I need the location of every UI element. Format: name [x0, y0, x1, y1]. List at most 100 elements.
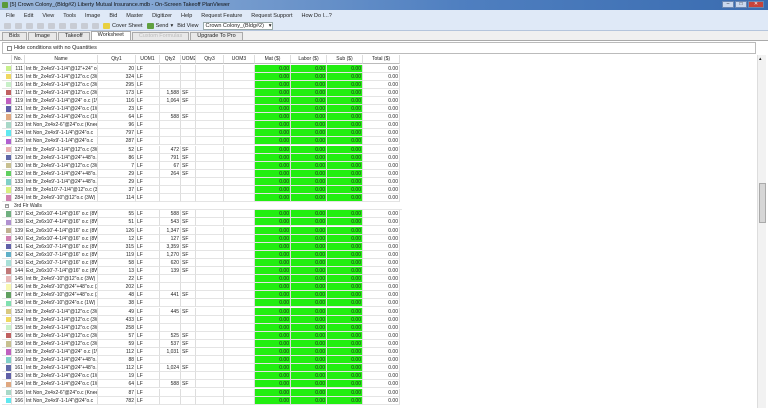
open-icon[interactable] — [15, 22, 22, 29]
scrollbar-thumb[interactable] — [759, 183, 766, 223]
vertical-scrollbar[interactable]: ▴ — [757, 55, 766, 408]
close-button[interactable]: ✕ — [748, 1, 764, 8]
cover-sheet-button[interactable]: Cover Sheet — [103, 22, 143, 29]
qty2-cell: 1,347 — [160, 226, 181, 235]
table-row[interactable]: 141 Ext_2x6x10'-7-1/4"@16" o.c (8W) 315 LF 3… — [2, 242, 402, 251]
bid-view-select[interactable]: Crown Colony_(Bldg#2) ▾ — [202, 21, 273, 30]
column-header-total[interactable]: Total ($) — [363, 55, 400, 64]
paste-icon[interactable] — [70, 22, 77, 29]
menu-item-edit[interactable]: Edit — [23, 12, 34, 19]
table-row[interactable]: 125 Int Non_2x4x9'-1-1/4"@24"o.c 287 LF 0.00… — [2, 137, 402, 146]
column-header-no[interactable]: No. — [12, 55, 25, 64]
column-header-qty3[interactable]: Qty3 — [196, 55, 224, 64]
menu-item-tools[interactable]: Tools — [63, 12, 77, 19]
menu-item-digitizer[interactable]: Digitizer — [152, 12, 172, 19]
undo-icon[interactable] — [81, 22, 88, 29]
qty2-cell: 1,270 — [160, 250, 181, 259]
hide-conditions-checkbox[interactable] — [7, 45, 12, 51]
qty3-cell — [196, 307, 224, 316]
column-header-labor[interactable]: Labor ($) — [291, 55, 327, 64]
print-preview-icon[interactable] — [37, 22, 44, 29]
tab-takeoff[interactable]: Takeoff — [58, 32, 90, 40]
menu-item-master[interactable]: Master — [126, 12, 144, 19]
table-row[interactable]: 121 Int Br_2x4x9'-1-1/4"@24"o.c (1W) 23 LF 0… — [2, 105, 402, 114]
column-header-qty1[interactable]: Qty1 — [98, 55, 136, 64]
sub-cell: 0.00 — [327, 121, 363, 130]
new-icon[interactable] — [4, 22, 11, 29]
copy-icon[interactable] — [59, 22, 66, 29]
table-row[interactable]: 137 Ext_2x6x10'-4-1/4"@16" o.c (8W) 55 LF 58… — [2, 210, 402, 219]
table-row[interactable]: 115 Int Br_2x4x9'-1-1/4"@12"o.c (3W) 324 LF… — [2, 72, 402, 81]
tab-worksheet[interactable]: Worksheet — [90, 31, 131, 40]
column-header-mat[interactable]: Mat ($) — [255, 55, 291, 64]
tab-upgrade-to-pro[interactable]: Upgrade To Pro — [190, 32, 243, 40]
column-header-uom3[interactable]: UOM3 — [224, 55, 255, 64]
column-header-uom2[interactable]: UOM2 — [181, 55, 196, 64]
redo-icon[interactable] — [92, 22, 99, 29]
menu-item-view[interactable]: View — [42, 12, 55, 19]
cut-icon[interactable] — [48, 22, 55, 29]
send-button[interactable]: Send ▾ — [146, 22, 173, 29]
qty3-cell — [196, 299, 224, 308]
collapse-icon[interactable]: − — [5, 203, 9, 209]
table-row[interactable]: 166 Int Non_2x4x9'-1-1/4"@24"o.c 782 LF 0.00… — [2, 396, 402, 405]
column-header-sub[interactable]: Sub ($) — [327, 55, 363, 64]
tab-bids[interactable]: Bids — [2, 32, 27, 40]
column-header-uom1[interactable]: UOM1 — [136, 55, 160, 64]
qty1-cell: 51 — [98, 218, 136, 227]
tab-image[interactable]: Image — [27, 32, 57, 40]
column-header-name[interactable]: Name — [25, 55, 98, 64]
table-row[interactable]: 154 Int Br_2x4x9'-1-1/4"@12"o.c (3W) 433 LF… — [2, 315, 402, 324]
minimize-button[interactable]: – — [722, 1, 734, 8]
mat-cell: 0.00 — [255, 372, 291, 381]
no-cell: 115 — [12, 72, 25, 81]
table-row[interactable]: 163 Int Br_2x4x9'-1-1/4"@24"o.c (1W) 19 LF 0… — [2, 372, 402, 381]
maximize-button[interactable]: □ — [735, 1, 747, 8]
print-icon[interactable] — [26, 22, 33, 29]
menu-item-bid[interactable]: Bid — [109, 12, 118, 19]
table-row[interactable]: 124 Int Non_2x4x9'-1-1/4"@24"o.c 797 LF 0.00… — [2, 129, 402, 138]
column-header-qty2[interactable]: Qty2 — [160, 55, 181, 64]
menu-item-file[interactable]: File — [6, 12, 15, 19]
menu-item-image[interactable]: Image — [85, 12, 101, 19]
sub-cell: 0.00 — [327, 331, 363, 340]
menu-item-request-feature[interactable]: Request Feature — [201, 12, 243, 19]
menu-item-how-do-i[interactable]: How Do I...? — [301, 12, 332, 19]
menu-item-help[interactable]: Help — [180, 12, 193, 19]
group-header[interactable]: −3rd Flr Walls — [2, 202, 402, 211]
scroll-up-icon[interactable]: ▴ — [759, 56, 762, 62]
menu-item-request-support[interactable]: Request Support — [251, 12, 293, 19]
